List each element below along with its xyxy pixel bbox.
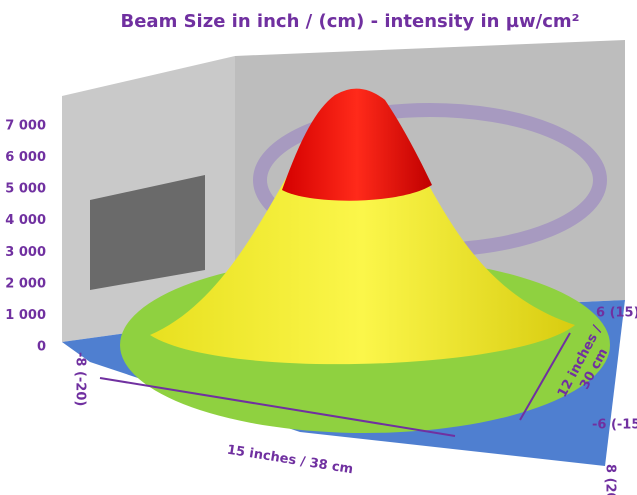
z-tick-label: 0 (37, 340, 46, 355)
y-tick-label: 6 (15) (596, 306, 637, 321)
x-tick-label: -8 (-20) (73, 352, 88, 406)
chart-title: Beam Size in inch / (cm) - intensity in … (121, 11, 580, 32)
red-peak (282, 88, 432, 201)
z-tick-label: 2 000 (5, 276, 46, 291)
z-tick-label: 4 000 (5, 213, 46, 228)
z-tick-label: 7 000 (5, 119, 46, 134)
x-axis-label: 15 inches / 38 cm (226, 443, 354, 478)
yellow-cone (150, 98, 575, 365)
z-tick-label: 1 000 (5, 308, 46, 323)
z-tick-label: 6 000 (5, 150, 46, 165)
y-arrow (519, 332, 571, 421)
x-arrow (99, 377, 456, 437)
wall-photo (90, 175, 205, 290)
z-tick-label: 5 000 (5, 182, 46, 197)
x-tick-label: 8 (20) (603, 464, 618, 495)
y-tick-label: -6 (-15) (592, 418, 637, 433)
z-tick-label: 3 000 (5, 245, 46, 260)
